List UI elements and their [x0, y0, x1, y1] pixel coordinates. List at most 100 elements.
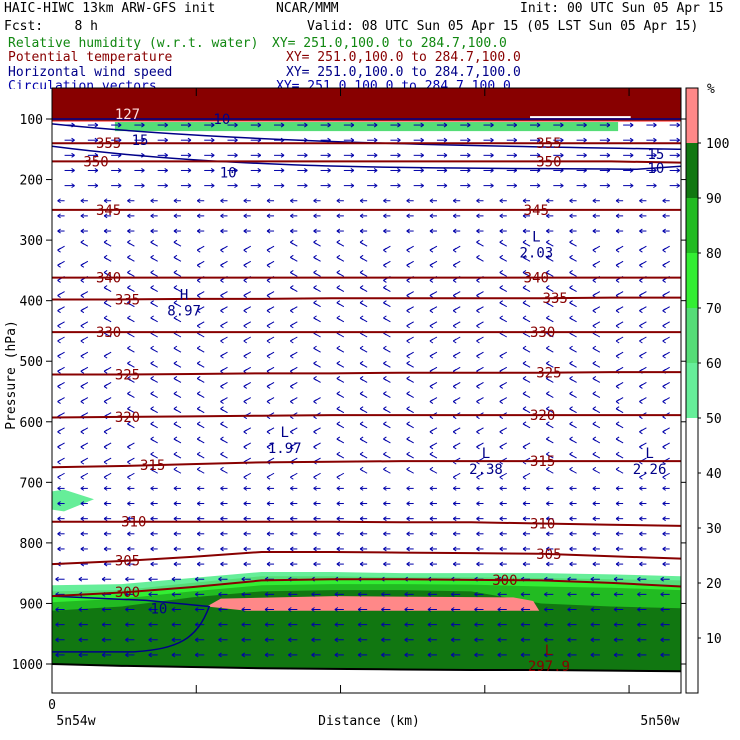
vector-head	[637, 576, 641, 582]
vector-head	[452, 323, 457, 329]
vector-head	[476, 561, 480, 567]
vector-head	[257, 168, 262, 173]
vector-head	[117, 168, 122, 173]
vector-head	[615, 406, 620, 412]
theta-label: 335	[543, 291, 568, 307]
vector-head	[499, 353, 504, 359]
vector-head	[662, 444, 666, 450]
vector-head	[522, 360, 527, 366]
vector-head	[173, 451, 178, 457]
vector-head	[71, 152, 75, 158]
vector-head	[243, 501, 248, 506]
vector-head	[313, 474, 317, 480]
vector-head	[383, 247, 387, 253]
vector-head	[336, 239, 341, 245]
vector-head	[522, 345, 527, 351]
vector-head	[452, 247, 457, 253]
vector-head	[173, 315, 178, 321]
vector-head	[241, 607, 246, 612]
vector-head	[613, 652, 618, 658]
vector-head	[80, 429, 85, 435]
vector-head	[676, 168, 680, 173]
vector-head	[429, 353, 434, 359]
vector-head	[373, 137, 378, 143]
vector-head	[150, 300, 154, 306]
vector-head	[406, 436, 410, 442]
vector-head	[336, 270, 341, 275]
vector-head	[194, 576, 199, 582]
vector-head	[266, 531, 271, 537]
vector-head	[499, 384, 504, 389]
vector-head	[127, 345, 131, 351]
vector-head	[522, 376, 527, 381]
vector-head	[406, 406, 410, 412]
vector-head	[150, 466, 154, 472]
vector-head	[383, 198, 387, 204]
vector-head	[57, 293, 61, 298]
vector-head	[336, 516, 341, 522]
vector-head	[290, 399, 294, 404]
vector-head	[452, 429, 457, 435]
theta-label: 325	[536, 366, 561, 382]
vector-head	[546, 561, 550, 567]
vector-head	[196, 247, 201, 253]
wind-speed-label: 10	[213, 112, 230, 128]
y-tick-label: 1000	[12, 658, 43, 673]
vector-head	[546, 345, 550, 351]
vector-head	[313, 315, 317, 321]
vector-head	[220, 278, 224, 283]
vector-head	[196, 213, 201, 219]
vector-head	[429, 228, 434, 234]
vector-head	[522, 516, 527, 522]
vector-head	[103, 353, 108, 359]
partial-label: 127	[115, 107, 140, 123]
vector-head	[429, 546, 434, 552]
vector-head	[334, 607, 339, 612]
vector-head	[662, 531, 666, 537]
theta-label: 310	[530, 517, 555, 533]
vector-head	[474, 591, 478, 597]
vector-head	[55, 652, 59, 658]
vector-head	[55, 622, 59, 628]
vector-head	[290, 561, 294, 567]
vector-head	[311, 637, 315, 643]
vector-head	[336, 376, 341, 381]
vector-head	[290, 239, 294, 245]
vector-head	[313, 399, 317, 404]
vector-head	[241, 637, 246, 643]
vector-head	[592, 546, 597, 552]
vector-head	[94, 122, 99, 128]
vector-head	[218, 637, 222, 643]
vector-head	[660, 622, 664, 628]
vector-head	[359, 421, 364, 427]
vector-head	[218, 622, 222, 628]
vector-head	[150, 360, 154, 366]
field-theta-xy: XY= 251.0,100.0 to 284.7,100.0	[286, 50, 521, 65]
vector-head	[125, 652, 129, 658]
vector-head	[499, 485, 504, 491]
vector-head	[450, 591, 455, 597]
vector-head	[429, 384, 434, 389]
vector-head	[569, 421, 573, 427]
vector-head	[173, 376, 178, 381]
vector-head	[637, 652, 641, 658]
vector-head	[629, 152, 634, 158]
vector-head	[150, 198, 154, 204]
vector-head	[336, 228, 341, 234]
vector-head	[429, 338, 434, 344]
vector-head	[171, 622, 176, 628]
vector-head	[359, 270, 364, 275]
vector-head	[71, 168, 75, 173]
vector-head	[55, 607, 59, 612]
vector-head	[101, 607, 106, 612]
vector-head	[583, 137, 587, 143]
vector-head	[606, 183, 611, 189]
vector-head	[150, 315, 154, 321]
vector-head	[452, 501, 457, 506]
vector-head	[80, 228, 85, 234]
vector-head	[164, 137, 168, 143]
rh-patch	[52, 489, 94, 512]
vector-head	[359, 376, 364, 381]
vector-head	[406, 421, 410, 427]
vector-head	[420, 137, 424, 143]
